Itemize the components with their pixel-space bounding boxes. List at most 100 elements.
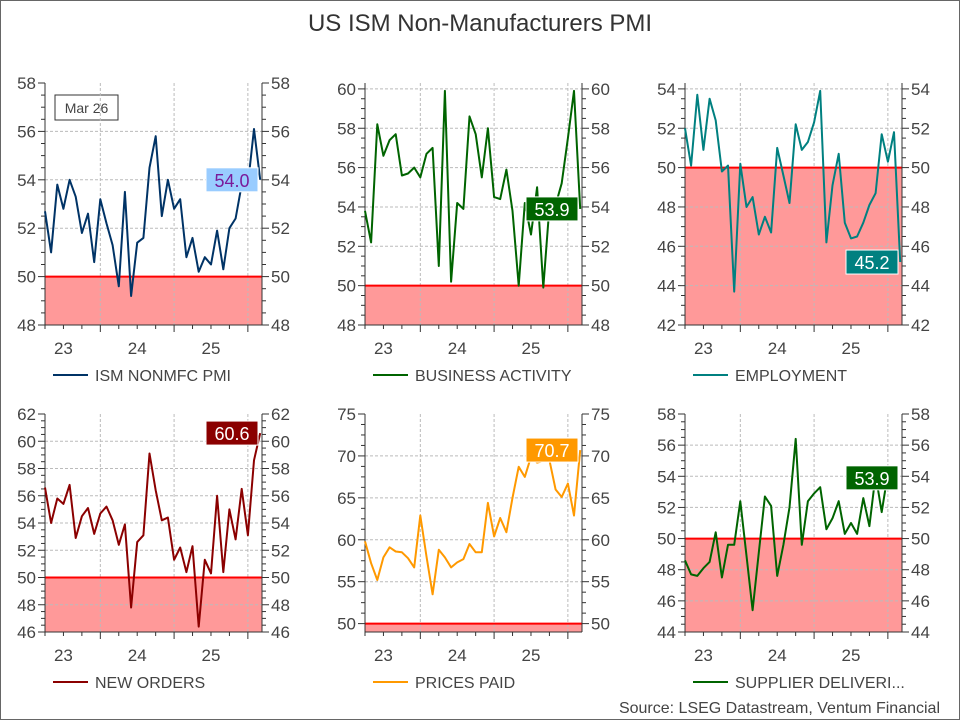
- y-tick-label-right: 52: [271, 219, 290, 238]
- x-tick-label: 25: [202, 339, 221, 358]
- y-tick-label-left: 50: [657, 159, 676, 178]
- legend-label: NEW ORDERS: [95, 675, 205, 692]
- y-tick-label-right: 48: [911, 198, 930, 217]
- y-tick-label-left: 50: [17, 268, 36, 287]
- y-tick-label-right: 46: [911, 237, 930, 256]
- y-tick-label-right: 65: [591, 489, 610, 508]
- y-tick-label-right: 50: [271, 569, 290, 588]
- y-tick-label-right: 70: [591, 447, 610, 466]
- panel-new-orders: 46 46 48 48 50 50 52 52 54 54 56 56 58 58 60 60 62 62 23 24…: [17, 405, 290, 692]
- date-badge-text: Mar 26: [65, 100, 109, 116]
- last-value-label: 60.6: [214, 424, 249, 444]
- y-tick-label-left: 50: [17, 569, 36, 588]
- last-value-label: 45.2: [854, 253, 889, 273]
- series-line: [364, 450, 582, 596]
- last-value-badge: [845, 465, 899, 491]
- x-tick-label: 23: [694, 646, 713, 665]
- y-tick-label-right: 46: [911, 592, 930, 611]
- panel-prices-paid: 50 50 55 55 60 60 65 65 70 70 75 75 23 24 25 70.7 PRICES…: [337, 405, 610, 692]
- x-tick-label: 25: [522, 339, 541, 358]
- x-tick-label: 25: [842, 339, 861, 358]
- x-tick-label: 24: [448, 339, 467, 358]
- y-tick-label-right: 75: [591, 405, 610, 424]
- y-tick-label-left: 56: [17, 122, 36, 141]
- below-50-zone: [365, 285, 582, 325]
- y-tick-label-right: 56: [591, 159, 610, 178]
- y-tick-label-right: 52: [911, 498, 930, 517]
- y-tick-label-left: 65: [337, 489, 356, 508]
- y-tick-label-left: 58: [17, 74, 36, 93]
- x-tick-label: 23: [374, 339, 393, 358]
- below-50-zone: [685, 538, 902, 632]
- y-tick-label-left: 62: [17, 405, 36, 424]
- x-tick-label: 23: [374, 646, 393, 665]
- panel-employment: 42 42 44 44 46 46 48 48 50 50 52 52 54 54 23 24 25 45.2 EM…: [657, 80, 930, 385]
- x-tick-label: 24: [448, 646, 467, 665]
- legend-label: PRICES PAID: [415, 675, 515, 692]
- y-tick-label-left: 54: [17, 171, 36, 190]
- y-tick-label-right: 56: [271, 487, 290, 506]
- y-tick-label-right: 58: [911, 405, 930, 424]
- y-tick-label-left: 48: [657, 198, 676, 217]
- y-tick-label-left: 46: [657, 237, 676, 256]
- series-line: [684, 89, 902, 293]
- y-tick-label-left: 54: [657, 80, 676, 99]
- y-tick-label-left: 50: [337, 277, 356, 296]
- y-tick-label-right: 54: [271, 171, 290, 190]
- y-tick-label-left: 44: [657, 277, 676, 296]
- y-tick-label-right: 48: [591, 316, 610, 335]
- x-tick-label: 23: [694, 339, 713, 358]
- y-tick-label-left: 60: [337, 80, 356, 99]
- legend-label: ISM NONMFC PMI: [95, 368, 231, 385]
- panel-business-activity: 48 48 50 50 52 52 54 54 56 56 58 58 60 60 23 24 25 53.9 BU…: [337, 80, 610, 385]
- y-tick-label-right: 54: [591, 198, 610, 217]
- y-tick-label-left: 58: [17, 460, 36, 479]
- chart-title: US ISM Non-Manufacturers PMI: [308, 10, 652, 37]
- last-value-label: 53.9: [534, 200, 569, 220]
- y-tick-label-right: 52: [911, 119, 930, 138]
- y-tick-label-left: 52: [17, 541, 36, 560]
- y-tick-label-left: 52: [337, 237, 356, 256]
- series-line: [44, 432, 262, 628]
- y-tick-label-left: 50: [657, 530, 676, 549]
- y-tick-label-right: 54: [271, 514, 290, 533]
- y-tick-label-left: 54: [17, 514, 36, 533]
- x-tick-label: 23: [54, 339, 73, 358]
- y-tick-label-left: 60: [17, 432, 36, 451]
- y-tick-label-left: 56: [17, 487, 36, 506]
- y-tick-label-left: 50: [337, 615, 356, 634]
- x-tick-label: 25: [202, 646, 221, 665]
- date-badge-box: [54, 94, 119, 121]
- x-tick-label: 25: [842, 646, 861, 665]
- last-value-badge: [525, 196, 579, 222]
- last-value-label: 70.7: [534, 441, 569, 461]
- y-tick-label-left: 48: [657, 561, 676, 580]
- y-tick-label-right: 50: [271, 268, 290, 287]
- last-value-label: 54.0: [214, 171, 249, 191]
- y-tick-label-right: 56: [911, 436, 930, 455]
- y-tick-label-right: 46: [271, 623, 290, 642]
- y-tick-label-right: 60: [591, 531, 610, 550]
- y-tick-label-right: 58: [271, 74, 290, 93]
- y-tick-label-left: 46: [657, 592, 676, 611]
- series-line: [44, 128, 262, 297]
- y-tick-label-left: 42: [657, 316, 676, 335]
- x-tick-label: 24: [768, 339, 787, 358]
- y-tick-label-left: 46: [17, 623, 36, 642]
- last-value-badge: [205, 420, 259, 446]
- y-tick-label-left: 48: [17, 596, 36, 615]
- y-tick-label-right: 50: [591, 277, 610, 296]
- y-tick-label-left: 58: [657, 405, 676, 424]
- y-tick-label-right: 44: [911, 277, 930, 296]
- y-tick-label-right: 60: [591, 80, 610, 99]
- last-value-label: 53.9: [854, 469, 889, 489]
- series-line: [364, 89, 582, 289]
- x-tick-label: 23: [54, 646, 73, 665]
- y-tick-label-left: 58: [337, 119, 356, 138]
- last-value-badge: [525, 437, 579, 463]
- y-tick-label-right: 50: [911, 159, 930, 178]
- y-tick-label-right: 52: [591, 237, 610, 256]
- panels: 48 48 50 50 52 52 54 54 56 56 58 58 23 24 25 54.0 ISM NO…: [17, 74, 930, 692]
- y-tick-label-right: 58: [591, 119, 610, 138]
- panel-supplier-deliveries: 44 44 46 46 48 48 50 50 52 52 54 54 56 56 58 58 23 24 25 53…: [657, 405, 930, 692]
